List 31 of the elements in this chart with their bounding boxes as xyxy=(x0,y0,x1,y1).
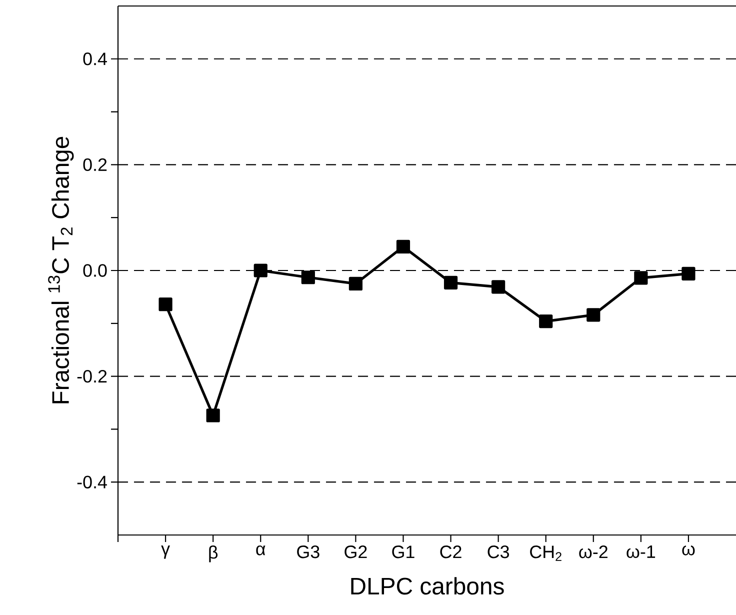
x-tick-label: γ xyxy=(161,546,170,559)
x-tick-label: G2 xyxy=(344,546,367,558)
point xyxy=(158,298,172,312)
point xyxy=(348,276,362,291)
y-tick-label: -0.4 xyxy=(77,476,107,488)
point xyxy=(396,240,410,254)
x-tick-label: G1 xyxy=(392,546,414,558)
x-tick-label: CH$_{2}$ xyxy=(530,546,562,561)
point xyxy=(586,308,600,322)
point xyxy=(492,280,506,294)
point xyxy=(634,271,648,285)
x-tick-label: ω-1 xyxy=(626,546,656,558)
x-tick-label: ω-2 xyxy=(579,546,608,558)
y-tick-label: -0.2 xyxy=(77,370,107,383)
point xyxy=(539,314,553,328)
x-tick-label: α xyxy=(256,546,266,556)
point xyxy=(682,266,696,280)
point xyxy=(444,276,458,290)
y-tick-label: 0.4 xyxy=(83,52,107,66)
x-tick-label: C2 xyxy=(440,546,462,558)
y-tick-label: 0.0 xyxy=(83,264,107,277)
point xyxy=(254,264,268,278)
x-tick-label: ω xyxy=(682,546,695,556)
point xyxy=(206,408,220,422)
point xyxy=(301,270,315,284)
y-axis-title: Fractional $^{13}$C T$_{2}$ Change xyxy=(48,136,74,404)
x-tick-label: β xyxy=(209,546,218,562)
x-axis-title: DLPC carbons xyxy=(351,577,504,595)
y-tick-label: 0.2 xyxy=(83,158,107,172)
x-tick-label: G3 xyxy=(297,546,320,558)
x-tick-label: C3 xyxy=(488,546,509,558)
